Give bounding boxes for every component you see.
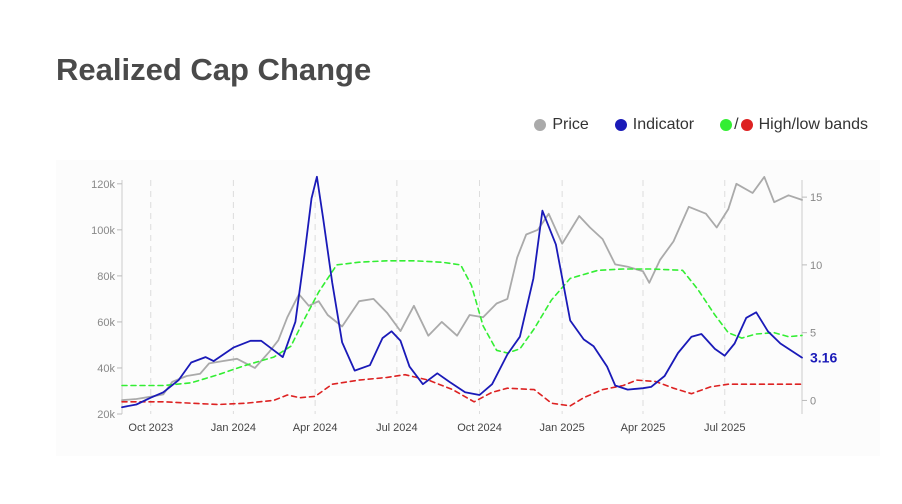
x-tick-label: Oct 2023	[128, 422, 173, 434]
page-title: Realized Cap Change	[56, 52, 372, 87]
y-left-tick-label: 100k	[91, 225, 115, 237]
x-tick-label: Jan 2024	[211, 422, 256, 434]
y-left-tick-label: 120k	[91, 179, 115, 191]
x-tick-label: Jan 2025	[540, 422, 585, 434]
y-left-tick-label: 80k	[97, 271, 115, 283]
price-legend-dot	[534, 119, 547, 131]
realized-cap-chart: Oct 2023 Jan 2024 Apr 2024 Jul 2024 Oct 2024…	[91, 175, 837, 434]
y-right-tick-label: 10	[810, 260, 822, 272]
legend-item-indicator[interactable]: Indicator	[614, 116, 695, 134]
indicator-line	[121, 175, 803, 409]
legend-bands-label: High/low bands	[758, 116, 868, 133]
y-right-tick-label: 0	[810, 395, 816, 407]
low-band-legend-dot	[740, 119, 753, 131]
y-left-tick-label: 40k	[97, 363, 115, 375]
x-tick-label: Oct 2024	[457, 422, 502, 434]
legend-slash: /	[734, 116, 739, 133]
high-band-line	[121, 260, 803, 387]
legend-indicator-label: Indicator	[632, 116, 695, 133]
legend-price-label: Price	[552, 116, 589, 133]
y-right-tick-label: 15	[810, 192, 822, 204]
high-band-legend-dot	[720, 119, 733, 131]
low-band-line	[121, 373, 803, 407]
x-tick-label: Apr 2025	[621, 422, 666, 434]
x-tick-label: Jul 2025	[704, 422, 746, 434]
x-tick-label: Jul 2024	[376, 422, 418, 434]
y-left-tick-label: 20k	[97, 409, 115, 421]
x-tick-label: Apr 2024	[293, 422, 338, 434]
y-left-tick-label: 60k	[97, 317, 115, 329]
indicator-last-value-label: 3.16	[810, 350, 837, 366]
legend-item-bands[interactable]: / High/low bands	[720, 116, 868, 134]
price-line	[121, 176, 803, 402]
legend-item-price[interactable]: Price	[534, 116, 589, 134]
chart-area: Oct 2023 Jan 2024 Apr 2024 Jul 2024 Oct 2024…	[56, 160, 880, 456]
chart-legend: Price Indicator / High/low bands	[508, 116, 868, 134]
indicator-legend-dot	[614, 119, 627, 131]
y-right-tick-label: 5	[810, 328, 816, 340]
